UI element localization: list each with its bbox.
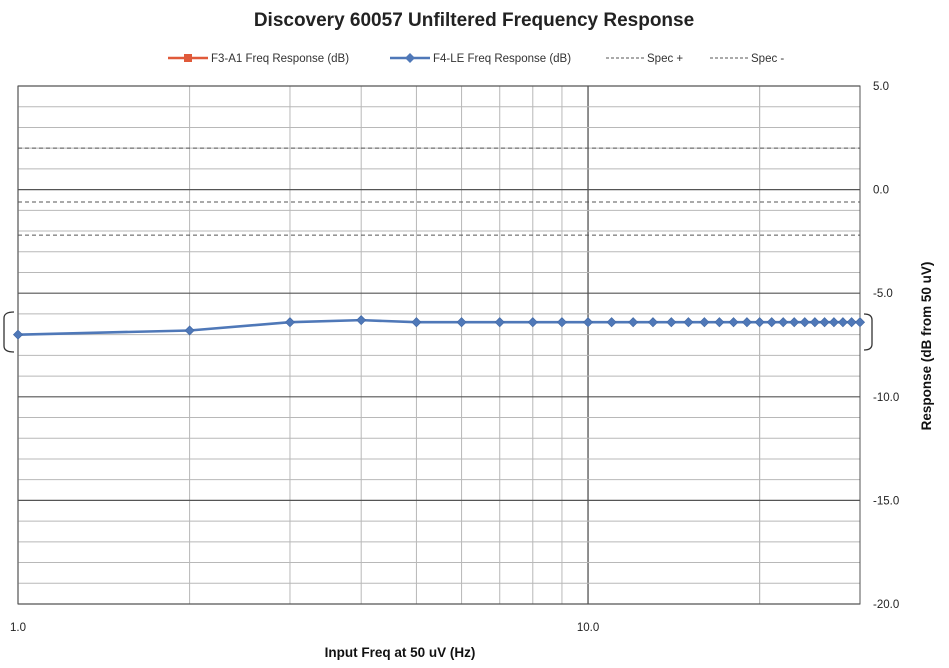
data-point: [527, 317, 538, 328]
legend-item: F4-LE Freq Response (dB): [390, 53, 571, 65]
legend-square-marker: [184, 54, 192, 62]
y-tick-label: 5.0: [873, 81, 889, 93]
spec-lines: [18, 147, 860, 236]
data-point: [854, 317, 866, 328]
data-point: [606, 317, 617, 328]
legend-label: F3-A1 Freq Response (dB): [211, 53, 349, 65]
data-point: [789, 317, 800, 328]
legend-label: F4-LE Freq Response (dB): [433, 53, 571, 65]
data-point: [837, 317, 848, 328]
y-tick-labels: 5.0 0.0 -5.0 -10.0 -15.0 -20.0: [873, 81, 899, 611]
data-point: [778, 317, 789, 328]
data-point: [556, 317, 567, 328]
left-bracket: [3, 311, 15, 353]
data-point: [456, 317, 467, 328]
data-point: [628, 317, 639, 328]
data-point: [666, 317, 677, 328]
data-point: [766, 317, 777, 328]
data-point: [356, 315, 367, 326]
data-point: [583, 317, 594, 328]
data-point: [411, 317, 422, 328]
data-point: [647, 317, 659, 328]
y-tick-label: -20.0: [873, 599, 899, 611]
x-tick-label: 10.0: [577, 622, 599, 634]
data-point: [714, 317, 725, 328]
data-point: [699, 317, 710, 328]
plot-grid: [17, 85, 861, 605]
series-layer: [12, 315, 866, 340]
y-tick-label: 0.0: [873, 185, 889, 197]
data-point: [828, 317, 839, 328]
data-point: [284, 317, 295, 328]
legend-item: F3-A1 Freq Response (dB): [168, 53, 349, 65]
legend-item: Spec +: [606, 53, 683, 65]
y-tick-label: -15.0: [873, 495, 899, 507]
x-tick-labels: 1.0 10.0: [10, 622, 599, 634]
data-point: [494, 317, 505, 328]
data-point: [12, 329, 24, 340]
x-axis-label: Input Freq at 50 uV (Hz): [325, 645, 476, 660]
data-point: [809, 317, 820, 328]
data-point: [846, 317, 857, 328]
x-tick-label: 1.0: [10, 622, 26, 634]
legend-item: Spec -: [710, 53, 784, 65]
chart-title: Discovery 60057 Unfiltered Frequency Res…: [254, 10, 694, 31]
y-axis-label: Response (dB from 50 uV): [919, 262, 934, 431]
data-point: [799, 317, 810, 328]
y-tick-label: -10.0: [873, 392, 899, 404]
legend-diamond-marker: [405, 53, 415, 63]
data-point: [184, 325, 195, 336]
y-tick-label: -5.0: [873, 288, 893, 300]
data-point: [819, 317, 830, 328]
plot-frame: [17, 85, 861, 605]
legend-label: Spec -: [751, 53, 784, 65]
data-point: [754, 317, 765, 328]
legend-label: Spec +: [647, 53, 683, 65]
data-point: [683, 317, 694, 328]
right-bracket: [863, 313, 873, 351]
data-point: [741, 317, 752, 328]
data-point: [728, 317, 739, 328]
range-brackets: [3, 311, 873, 353]
chart-legend: F3-A1 Freq Response (dB) F4-LE Freq Respo…: [168, 53, 784, 65]
